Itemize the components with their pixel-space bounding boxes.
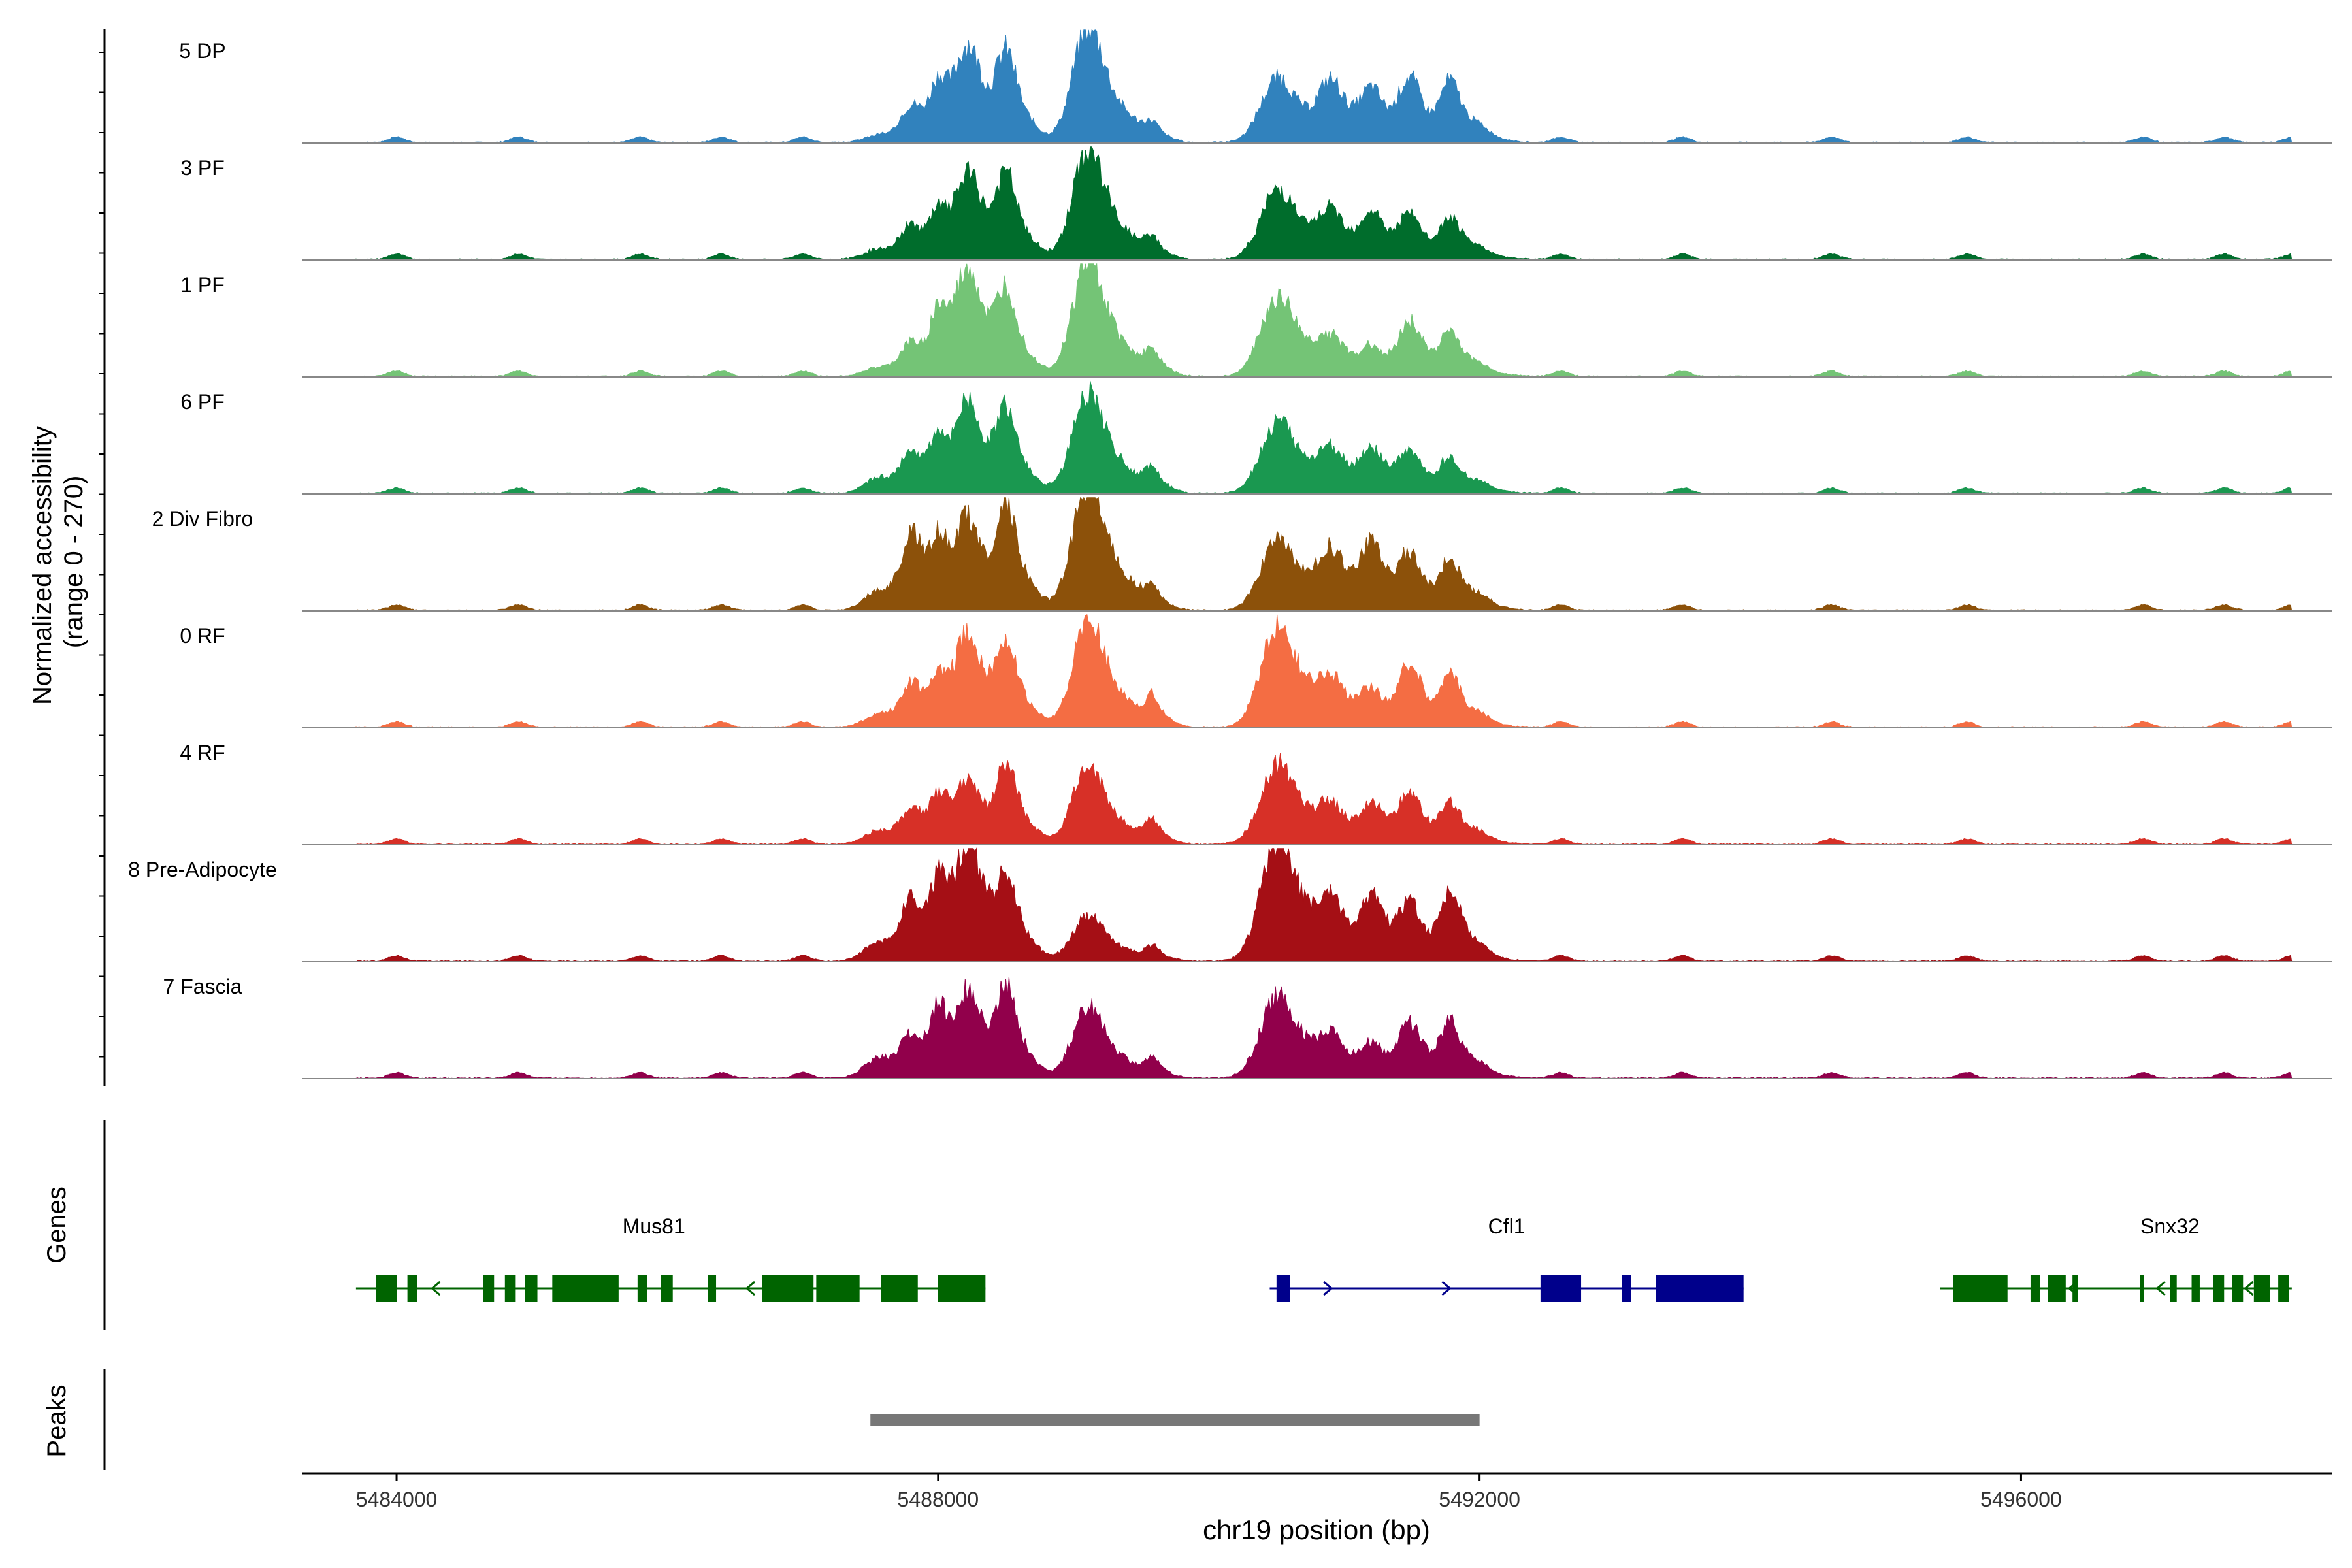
coverage-area	[355, 614, 2293, 728]
strand-arrow	[1323, 1281, 1333, 1296]
x-axis: 5484000 5488000 5492000 5496000	[302, 1472, 2332, 1511]
exon	[504, 1275, 516, 1302]
exon	[552, 1275, 619, 1302]
coverage-area	[355, 29, 2293, 144]
exon	[661, 1275, 673, 1302]
exon	[708, 1275, 717, 1302]
exon	[2253, 1275, 2270, 1302]
x-tick-label: 5488000	[898, 1488, 979, 1511]
track-3-pf	[302, 146, 2332, 261]
exon	[2048, 1275, 2066, 1302]
strand-arrow	[902, 1281, 913, 1296]
track-label: 4 RF	[180, 741, 225, 764]
exon	[2191, 1275, 2200, 1302]
strand-arrow	[745, 1281, 756, 1296]
gene-label: Mus81	[623, 1215, 685, 1238]
exon	[376, 1275, 397, 1302]
coverage-area	[355, 497, 2293, 612]
track-5-dp	[302, 29, 2332, 144]
exon	[762, 1275, 814, 1302]
strand-arrow	[587, 1281, 598, 1296]
exon	[2140, 1275, 2144, 1302]
y-axis-label-line1: Normalized accessibility	[28, 426, 57, 705]
exon	[483, 1275, 495, 1302]
track-label: 3 PF	[180, 156, 225, 180]
track-4-rf	[302, 753, 2332, 845]
genes-track-label: Genes	[42, 1186, 71, 1264]
peak-track	[870, 1414, 1480, 1426]
exon	[2278, 1275, 2289, 1302]
exon	[816, 1275, 860, 1302]
gene-label: Cfl1	[1488, 1215, 1526, 1238]
exon	[637, 1275, 647, 1302]
strand-arrow	[2067, 1281, 2078, 1296]
gene-track: Mus81 Cfl1 Snx32	[355, 1215, 2292, 1302]
x-tick-label: 5484000	[356, 1488, 438, 1511]
track-7-fascia	[302, 977, 2332, 1079]
exon	[1540, 1275, 1582, 1302]
strand-arrow	[430, 1281, 441, 1296]
track-labels: 5 DP 3 PF 1 PF 6 PF 2 Div Fibro 0 RF 4 RF 8 Pre…	[128, 39, 277, 998]
x-tick-label: 5492000	[1439, 1488, 1520, 1511]
track-2-div-fibro	[302, 497, 2332, 612]
coverage-area	[355, 263, 2293, 378]
peak-region	[870, 1414, 1480, 1426]
strand-arrow	[1980, 1281, 1990, 1296]
coverage-area	[355, 146, 2293, 261]
x-tick-label: 5496000	[1980, 1488, 2062, 1511]
strand-arrow	[1678, 1281, 1689, 1296]
gene-mus81: Mus81	[355, 1215, 986, 1302]
track-label: 8 Pre-Adipocyte	[128, 858, 277, 881]
left-axis	[99, 29, 106, 1086]
strand-arrow	[1441, 1281, 1452, 1296]
gene-label: Snx32	[2140, 1215, 2200, 1238]
exon	[2072, 1275, 2078, 1302]
track-label: 5 DP	[179, 39, 225, 63]
track-label: 1 PF	[180, 273, 225, 297]
gene-snx32: Snx32	[1940, 1215, 2292, 1302]
exon	[525, 1275, 538, 1302]
coverage-area	[355, 380, 2293, 495]
exon	[407, 1275, 417, 1302]
exon	[938, 1275, 986, 1302]
coverage-area	[355, 977, 2293, 1079]
strand-arrow	[2155, 1281, 2166, 1296]
track-label: 2 Div Fibro	[152, 507, 253, 531]
y-axis-label: Normalized accessibility (range 0 - 270)	[28, 419, 88, 705]
y-axis-label-line2: (range 0 - 270)	[59, 476, 88, 649]
exon	[881, 1275, 918, 1302]
track-label: 0 RF	[180, 624, 225, 647]
track-1-pf	[302, 263, 2332, 378]
coverage-area	[355, 753, 2293, 845]
track-0-rf	[302, 614, 2332, 728]
peaks-track-label: Peaks	[42, 1384, 71, 1457]
track-6-pf	[302, 380, 2332, 495]
exon	[2170, 1275, 2177, 1302]
exon	[1622, 1275, 1631, 1302]
exon	[2213, 1275, 2225, 1302]
coverage-area	[355, 847, 2293, 962]
exon	[2232, 1275, 2244, 1302]
track-label: 6 PF	[180, 390, 225, 414]
strand-arrow	[1560, 1281, 1571, 1296]
coverage-tracks	[302, 29, 2332, 1079]
exon	[1656, 1275, 1744, 1302]
x-axis-label: chr19 position (bp)	[1203, 1514, 1430, 1545]
strand-arrow	[2244, 1281, 2254, 1296]
exon	[1276, 1275, 1290, 1302]
track-8-pre-adipocyte	[302, 847, 2332, 962]
gene-cfl1: Cfl1	[1269, 1215, 1744, 1302]
exon	[2030, 1275, 2040, 1302]
track-label: 7 Fascia	[163, 975, 242, 998]
